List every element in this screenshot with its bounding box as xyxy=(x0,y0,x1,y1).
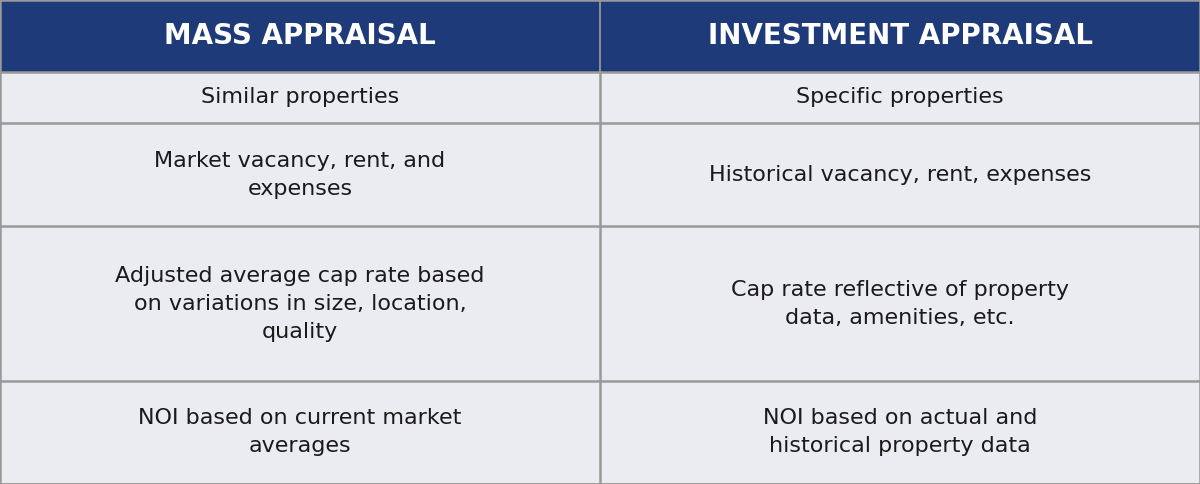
FancyBboxPatch shape xyxy=(600,72,1200,123)
Text: NOI based on actual and
historical property data: NOI based on actual and historical prope… xyxy=(763,408,1037,456)
FancyBboxPatch shape xyxy=(600,227,1200,381)
FancyBboxPatch shape xyxy=(0,123,600,227)
Text: Similar properties: Similar properties xyxy=(200,88,400,107)
Text: Specific properties: Specific properties xyxy=(796,88,1004,107)
FancyBboxPatch shape xyxy=(0,381,600,484)
FancyBboxPatch shape xyxy=(600,123,1200,227)
FancyBboxPatch shape xyxy=(600,0,1200,72)
FancyBboxPatch shape xyxy=(0,72,600,123)
FancyBboxPatch shape xyxy=(0,227,600,381)
Text: Market vacancy, rent, and
expenses: Market vacancy, rent, and expenses xyxy=(155,151,445,199)
Text: Cap rate reflective of property
data, amenities, etc.: Cap rate reflective of property data, am… xyxy=(731,280,1069,328)
Text: INVESTMENT APPRAISAL: INVESTMENT APPRAISAL xyxy=(708,22,1092,50)
FancyBboxPatch shape xyxy=(600,381,1200,484)
Text: Adjusted average cap rate based
on variations in size, location,
quality: Adjusted average cap rate based on varia… xyxy=(115,266,485,342)
Text: NOI based on current market
averages: NOI based on current market averages xyxy=(138,408,462,456)
FancyBboxPatch shape xyxy=(0,0,600,72)
Text: MASS APPRAISAL: MASS APPRAISAL xyxy=(164,22,436,50)
Text: Historical vacancy, rent, expenses: Historical vacancy, rent, expenses xyxy=(709,165,1091,185)
